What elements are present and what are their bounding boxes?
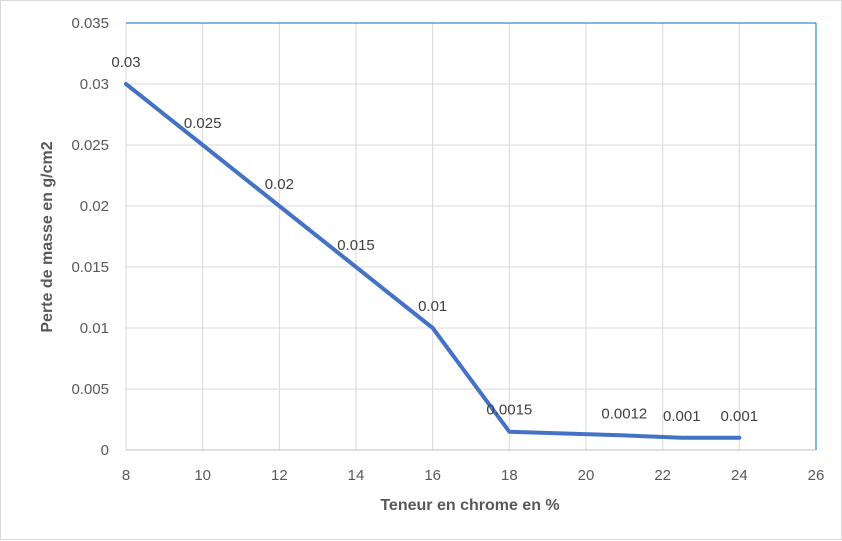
y-tick-label: 0.01 xyxy=(80,320,109,337)
data-label: 0.01 xyxy=(418,298,447,315)
x-tick-label: 8 xyxy=(122,467,130,484)
y-tick-label: 0.035 xyxy=(71,15,109,32)
data-label: 0.025 xyxy=(184,115,222,132)
data-label: 0.015 xyxy=(337,237,375,254)
y-tick-label: 0 xyxy=(101,442,109,459)
series-line xyxy=(124,82,742,440)
x-tick-label: 10 xyxy=(194,467,211,484)
plot-area xyxy=(126,22,817,451)
y-tick-label: 0.025 xyxy=(71,137,109,154)
x-tick-label: 24 xyxy=(731,467,748,484)
y-tick-label: 0.005 xyxy=(71,381,109,398)
y-axis-title: Perte de masse en g/cm2 xyxy=(39,141,56,332)
x-tick-label: 26 xyxy=(808,467,825,484)
y-tick-label: 0.02 xyxy=(80,198,109,215)
data-label: 0.001 xyxy=(663,408,701,425)
x-axis-title: Teneur en chrome en % xyxy=(380,497,559,514)
series-group xyxy=(124,82,742,440)
y-tick-labels: 0 0.005 0.01 0.015 0.02 0.025 0.03 0.035 xyxy=(71,15,109,459)
x-tick-label: 22 xyxy=(654,467,671,484)
y-tick-label: 0.015 xyxy=(71,259,109,276)
x-tick-labels: 8 10 12 14 16 18 20 22 24 26 xyxy=(122,467,825,484)
y-tick-label: 0.03 xyxy=(80,76,109,93)
x-tick-label: 20 xyxy=(578,467,595,484)
data-labels: 0.03 0.025 0.02 0.015 0.01 0.0015 0.0012 0.001 0… xyxy=(111,54,758,425)
x-tick-label: 14 xyxy=(348,467,365,484)
data-label: 0.02 xyxy=(265,176,294,193)
data-label: 0.03 xyxy=(111,54,140,71)
data-label: 0.0015 xyxy=(486,402,532,419)
gridlines xyxy=(125,22,817,451)
x-tick-label: 16 xyxy=(424,467,441,484)
x-tick-label: 18 xyxy=(501,467,518,484)
data-label: 0.0012 xyxy=(601,405,647,422)
data-label: 0.001 xyxy=(721,408,759,425)
x-tick-label: 12 xyxy=(271,467,288,484)
